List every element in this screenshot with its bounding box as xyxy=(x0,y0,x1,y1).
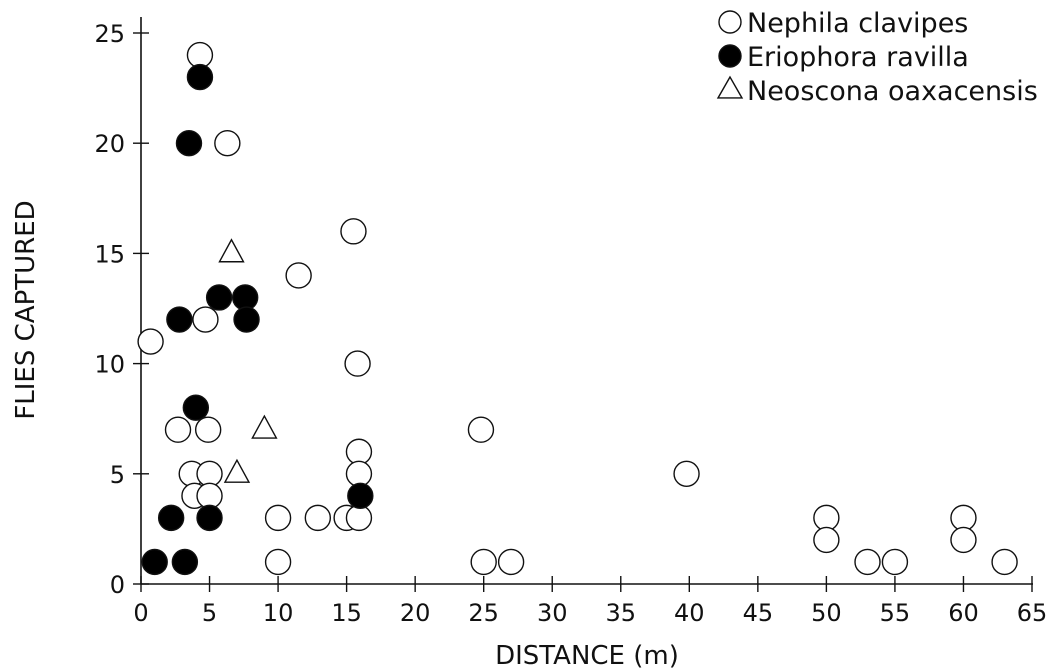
legend-marker-nephila-clavipes xyxy=(718,10,742,34)
point-eriophora-ravilla xyxy=(157,504,185,532)
y-tick-label: 0 xyxy=(110,571,125,599)
x-tick-label: 10 xyxy=(263,599,294,627)
point-nephila-clavipes xyxy=(196,460,223,487)
point-nephila-clavipes xyxy=(467,416,495,443)
point-nephila-clavipes xyxy=(285,262,312,289)
point-nephila-clavipes xyxy=(950,504,977,532)
point-nephila-clavipes xyxy=(137,328,164,355)
x-axis-label: DISTANCE (m) xyxy=(495,641,679,670)
x-tick-label: 65 xyxy=(1017,599,1048,627)
point-nephila-clavipes xyxy=(991,548,1018,576)
point-eriophora-ravilla xyxy=(231,284,259,311)
point-nephila-clavipes xyxy=(164,416,192,443)
data-points xyxy=(137,41,1018,576)
point-nephila-clavipes xyxy=(344,350,371,377)
point-eriophora-ravilla xyxy=(171,548,199,576)
legend-marker-neoscona-oaxacensis xyxy=(716,75,744,99)
y-tick-label: 10 xyxy=(94,351,125,379)
point-eriophora-ravilla xyxy=(175,129,203,157)
point-nephila-clavipes xyxy=(470,548,497,576)
point-nephila-clavipes xyxy=(673,460,700,487)
point-eriophora-ravilla xyxy=(186,63,214,91)
x-tick-label: 25 xyxy=(468,599,499,627)
y-tick-label: 20 xyxy=(94,130,125,158)
x-tick-label: 15 xyxy=(331,599,362,627)
point-nephila-clavipes xyxy=(192,306,219,333)
x-tick-label: 0 xyxy=(133,599,148,627)
point-eriophora-ravilla xyxy=(205,284,233,311)
point-nephila-clavipes xyxy=(854,548,881,576)
legend-label-nephila-clavipes: Nephila clavipes xyxy=(747,8,968,39)
point-nephila-clavipes xyxy=(214,129,241,157)
x-tick-label: 30 xyxy=(537,599,568,627)
point-nephila-clavipes xyxy=(950,526,977,554)
y-tick-label: 15 xyxy=(94,240,125,268)
x-tick-label: 50 xyxy=(811,599,842,627)
point-nephila-clavipes xyxy=(345,460,373,487)
x-tick-label: 35 xyxy=(605,599,636,627)
point-nephila-clavipes xyxy=(813,504,840,532)
point-nephila-clavipes xyxy=(881,548,909,576)
point-eriophora-ravilla xyxy=(233,306,260,333)
point-nephila-clavipes xyxy=(194,416,222,443)
point-neoscona-oaxacensis xyxy=(251,414,278,439)
x-tick-label: 40 xyxy=(674,599,705,627)
y-tick-label: 5 xyxy=(110,461,125,489)
x-tick-label: 55 xyxy=(880,599,911,627)
point-nephila-clavipes xyxy=(340,218,367,245)
point-nephila-clavipes xyxy=(345,438,373,465)
point-nephila-clavipes xyxy=(304,504,332,532)
legend-label-eriophora-ravilla: Eriophora ravilla xyxy=(747,42,969,73)
x-tick-label: 20 xyxy=(400,599,431,627)
point-neoscona-oaxacensis xyxy=(223,458,251,483)
legend-label-neoscona-oaxacensis: Neoscona oaxacensis xyxy=(747,76,1038,107)
point-nephila-clavipes xyxy=(264,548,292,576)
axes: 0 5 10 15 20 25 30 35 40 45 50 55 60 65 0 5 10 15 20 25 xyxy=(94,17,1047,627)
point-eriophora-ravilla xyxy=(182,394,210,421)
point-nephila-clavipes xyxy=(264,504,292,532)
y-axis-label: FLIES CAPTURED xyxy=(11,200,41,419)
point-eriophora-ravilla xyxy=(141,548,168,576)
x-tick-label: 45 xyxy=(743,599,774,627)
point-nephila-clavipes xyxy=(196,482,223,510)
legend-marker-eriophora-ravilla xyxy=(718,44,742,68)
point-nephila-clavipes xyxy=(186,41,214,69)
point-eriophora-ravilla xyxy=(166,306,193,333)
x-tick-label: 5 xyxy=(202,599,217,627)
point-nephila-clavipes xyxy=(345,504,373,532)
point-neoscona-oaxacensis xyxy=(218,238,245,263)
x-tick-label: 60 xyxy=(948,599,979,627)
point-eriophora-ravilla xyxy=(196,504,223,532)
point-nephila-clavipes xyxy=(497,548,525,576)
point-nephila-clavipes xyxy=(813,526,840,554)
y-tick-label: 25 xyxy=(94,20,125,48)
point-eriophora-ravilla xyxy=(347,482,374,510)
